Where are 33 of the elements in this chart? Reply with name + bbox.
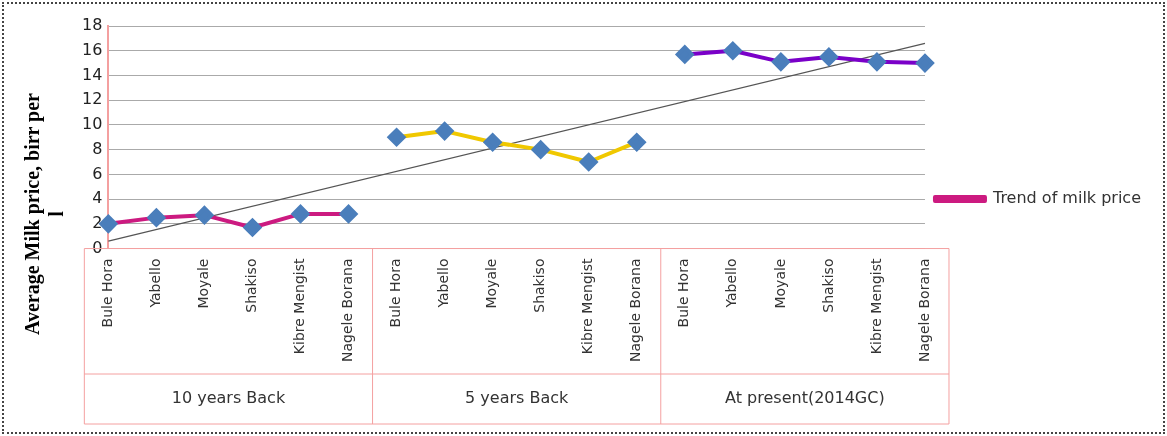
text: 5 years Back (465, 388, 570, 408)
y-tick-label: 16 (82, 39, 103, 59)
y-tick-label: 0 (92, 237, 103, 257)
y-tick-label: 8 (92, 138, 103, 158)
y-tick-label: 10 (82, 114, 103, 134)
x-tick-label: Yabello (435, 258, 452, 309)
x-tick-label: Moyale (195, 258, 212, 309)
y-tick-label: 4 (92, 188, 103, 208)
legend-label: Trend of milk price (991, 188, 1141, 208)
x-tick-label: Yabello (147, 258, 164, 309)
x-tick-label: Yabello (723, 258, 740, 309)
text: 10 years Back (171, 388, 286, 408)
x-tick-label: Bule Hora (675, 258, 692, 328)
text: At present(2014GC) (725, 388, 885, 408)
y-tick-label: 14 (82, 64, 103, 84)
y-tick-label: 6 (92, 163, 103, 183)
x-tick-label: Bule Hora (99, 258, 115, 328)
x-tick-label: Bule Hora (387, 258, 404, 328)
x-tick-label: Shakiso (819, 258, 836, 313)
x-tick-label: Shakiso (243, 258, 260, 313)
x-tick-label: Nagele Borana (339, 258, 356, 363)
x-tick-label: Nagele Borana (915, 258, 932, 363)
x-tick-label: Moyale (483, 258, 500, 309)
x-tick-label: Kibre Mengist (579, 258, 596, 355)
y-tick-label: 18 (82, 15, 103, 35)
x-tick-label: Kibre Mengist (291, 258, 308, 355)
x-tick-label: Nagele Borana (627, 258, 644, 363)
x-tick-label: Kibre Mengist (867, 258, 884, 355)
y-tick-label: 12 (82, 89, 103, 109)
x-tick-label: Shakiso (531, 258, 548, 313)
y-axis-title: Average Milk price, birr per l (20, 92, 68, 337)
y-tick-label: 2 (92, 212, 103, 232)
x-tick-label: Moyale (771, 258, 788, 309)
